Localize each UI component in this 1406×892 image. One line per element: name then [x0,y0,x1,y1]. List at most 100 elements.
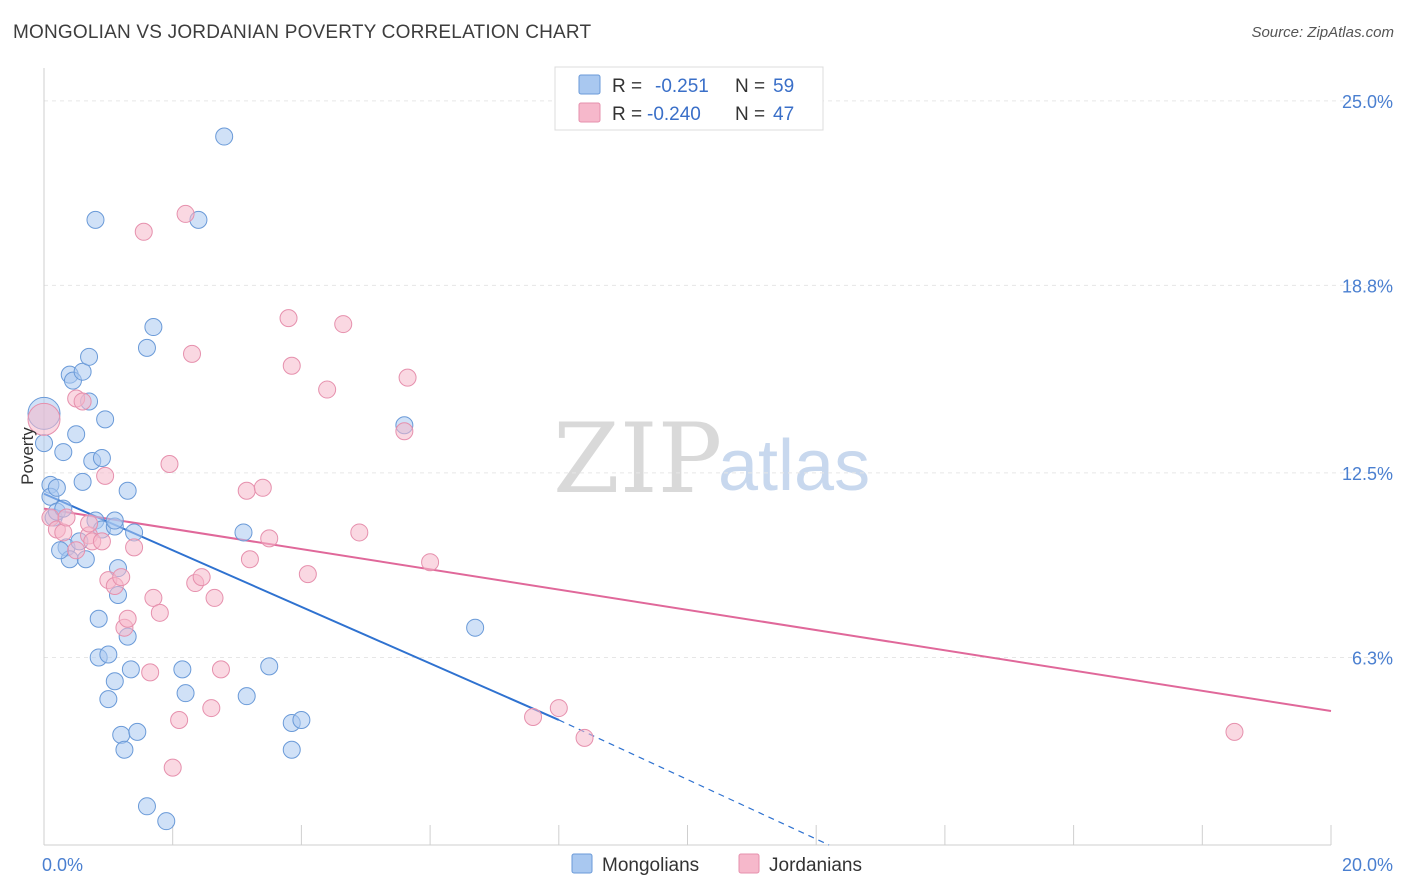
jordanian-point-7 [73,392,92,411]
jordanian-point-32 [211,660,230,679]
jordanian-point-44 [398,368,417,387]
y-axis-label: Poverty [18,427,37,485]
mongolian-point-26 [99,690,118,709]
jordanian-point-15 [112,568,131,587]
jordanian-point-41 [334,315,353,334]
mongolian-point-37 [121,660,140,679]
jordanian-point-30 [202,699,221,718]
jordanian-point-49 [1225,722,1244,741]
mongolian-point-47 [215,127,234,146]
jordanian-point-21 [144,588,163,607]
mongolian-point-11 [67,425,86,444]
jordanian-point-26 [176,204,195,223]
jordanian-point-11 [92,532,111,551]
mongolian-point-14 [73,472,92,491]
jordanian-point-37 [279,309,298,328]
legend-swatch-jordanians [578,102,601,123]
x-tick-label-0: 0.0% [42,855,83,875]
jordanian-point-35 [253,478,272,497]
mongolian-point-43 [157,812,176,831]
jordanian-point-39 [298,565,317,584]
legend-r-label-2: R = [612,104,642,125]
y-tick-label-1: 12.5% [1342,464,1393,484]
bottom-legend-swatch-mongolians [571,853,593,874]
jordanian-point-36 [260,529,279,548]
chart-title: MONGOLIAN VS JORDANIAN POVERTY CORRELATI… [13,22,592,43]
watermark-zip: ZIP [553,403,722,515]
legend-n-label-1: N = [735,76,765,97]
mongolian-point-27 [99,645,118,664]
mongolian-point-29 [105,511,124,530]
jordanian-point-9 [80,514,99,533]
series-legend: Mongolians Jordanians [571,853,862,876]
y-tick-label-3: 25.0% [1342,92,1393,112]
mongolian-point-52 [282,740,301,759]
jordanian-point-40 [318,380,337,399]
jordanian-point-48 [575,728,594,747]
mongolian-point-45 [176,684,195,703]
legend-swatch-mongolians [578,74,601,95]
mongolian-point-17 [80,347,99,366]
correlation-legend: R = -0.251 N = 59 R = -0.240 N = 47 [554,66,824,131]
mongolian-point-53 [292,710,311,729]
jordanian-point-43 [395,422,414,441]
mongolian-point-33 [112,725,131,744]
jordanian-point-3 [54,523,73,542]
legend-r-value-1: -0.251 [655,76,709,97]
mongolian-point-44 [173,660,192,679]
jordanian-point-38 [282,356,301,375]
bottom-legend-jordanians: Jordanians [769,855,862,876]
legend-r-label-1: R = [612,76,642,97]
jordanian-point-17 [118,609,137,628]
jordanian-point-0 [27,402,61,436]
mongolian-point-23 [92,449,111,468]
legend-n-label-2: N = [735,104,765,125]
mongolian-point-39 [128,722,147,741]
gridlines [44,100,1395,658]
mongolian-point-1 [35,434,53,453]
mongolian-point-30 [105,672,124,691]
mongolian-point-58 [54,443,73,462]
mongolian-point-49 [237,687,256,706]
jordanian-point-34 [240,550,259,569]
jordanian-point-31 [205,588,224,607]
x-tick-labels: 0.0% 20.0% [42,855,1393,875]
axes [43,68,1332,846]
mongolian-point-55 [466,618,485,637]
x-tick-label-1: 20.0% [1342,855,1393,875]
jordanian-point-5 [67,541,86,560]
bottom-legend-mongolians: Mongolians [602,855,699,876]
jordanian-point-18 [125,538,144,557]
mongolian-point-19 [86,210,105,229]
jordanian-point-46 [524,708,543,726]
mongolian-point-35 [118,481,137,500]
mongolians-trend-extension [558,719,830,846]
jordanian-point-19 [134,222,153,241]
jordanian-point-24 [163,758,182,777]
y-tick-label-2: 18.8% [1342,276,1393,296]
mongolian-point-25 [96,410,115,429]
jordanian-point-20 [141,663,160,682]
trend-lines [43,492,1332,846]
legend-r-value-2: -0.240 [647,104,701,125]
jordanian-point-47 [549,699,568,718]
watermark: ZIP atlas [553,403,870,515]
mongolian-point-56 [47,478,66,497]
jordanian-point-4 [57,508,76,527]
jordanian-point-45 [421,553,440,572]
jordanian-point-23 [160,454,179,473]
jordanian-point-27 [183,344,202,363]
mongolian-point-34 [115,740,134,759]
source-label: Source: ZipAtlas.com [1251,24,1394,41]
mongolian-point-13 [73,362,92,381]
jordanian-point-42 [350,523,369,542]
jordanian-point-29 [192,568,211,587]
jordanians-trend-line [43,507,1332,713]
mongolian-point-42 [144,318,163,337]
watermark-atlas: atlas [718,426,870,506]
jordanian-point-25 [170,710,189,729]
legend-n-value-1: 59 [773,76,794,97]
mongolian-point-21 [89,609,108,628]
y-tick-label-0: 6.3% [1352,648,1393,668]
